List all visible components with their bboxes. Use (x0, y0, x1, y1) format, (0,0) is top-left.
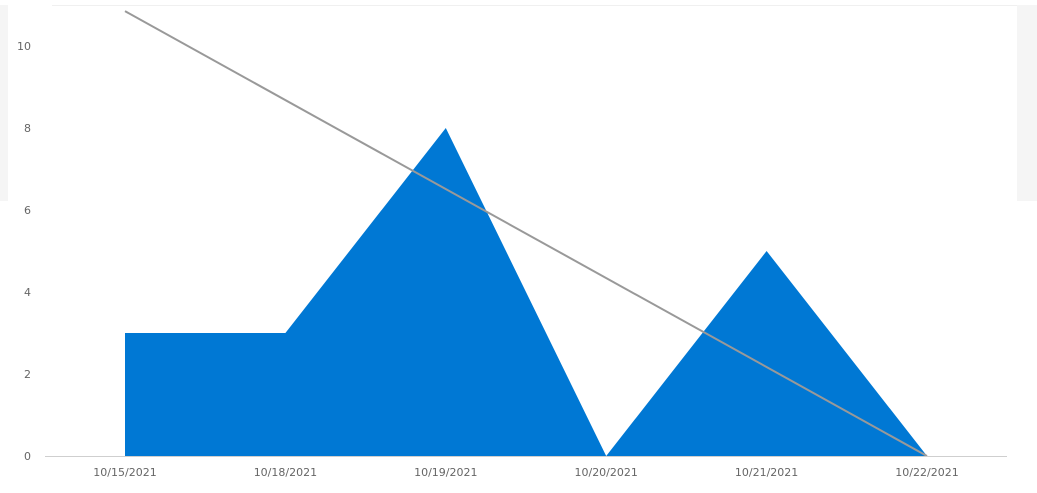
x-tick-label: 10/19/2021 (414, 466, 477, 479)
y-tick-label: 8 (24, 122, 31, 135)
area-layer (125, 128, 927, 456)
x-tick-label: 10/18/2021 (254, 466, 317, 479)
y-tick-label: 4 (24, 286, 31, 299)
left-panel-background (0, 5, 8, 201)
y-tick-label: 6 (24, 204, 31, 217)
y-tick-label: 2 (24, 368, 31, 381)
y-tick-labels: 0 2 4 6 8 10 (17, 40, 31, 463)
y-tick-label: 10 (17, 40, 31, 53)
x-tick-labels: 10/15/2021 10/18/2021 10/19/2021 10/20/2021… (93, 466, 958, 479)
area-series-0 (125, 128, 927, 456)
x-tick-label: 10/22/2021 (895, 466, 958, 479)
x-tick-label: 10/15/2021 (93, 466, 156, 479)
x-tick-label: 10/20/2021 (574, 466, 637, 479)
y-tick-label: 0 (24, 450, 31, 463)
trend-layer (124, 10, 928, 457)
plot-top-border (52, 5, 1017, 6)
trendline (124, 10, 928, 457)
x-tick-label: 10/21/2021 (735, 466, 798, 479)
right-panel-background (1017, 5, 1037, 201)
